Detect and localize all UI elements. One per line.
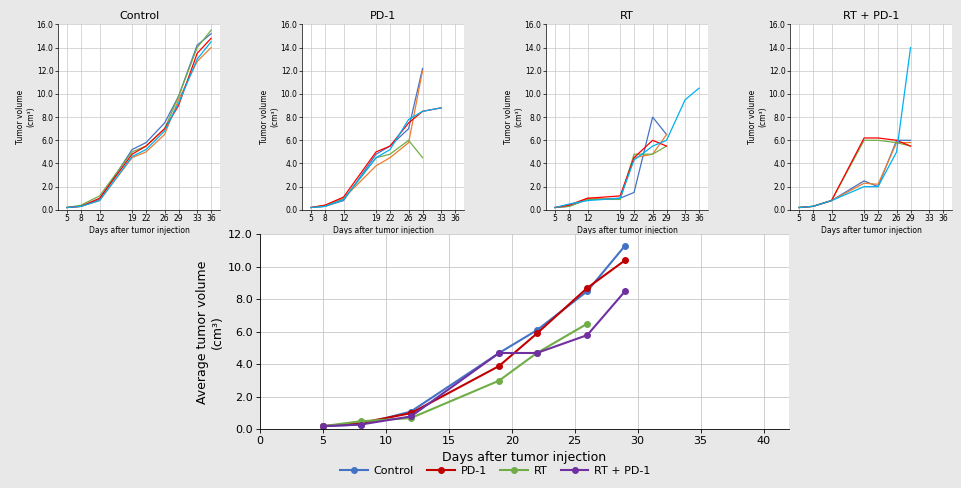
X-axis label: Days after tumor injection: Days after tumor injection bbox=[576, 226, 677, 235]
Control bbox=[619, 243, 630, 248]
X-axis label: Days after tumor injection: Days after tumor injection bbox=[88, 226, 189, 235]
Title: RT + PD-1: RT + PD-1 bbox=[842, 11, 899, 21]
Control bbox=[405, 408, 416, 414]
RT bbox=[580, 321, 592, 326]
Y-axis label: Average tumor volume
(cm³): Average tumor volume (cm³) bbox=[196, 260, 224, 404]
Control bbox=[530, 327, 542, 333]
Y-axis label: Tumor volume
(cm³): Tumor volume (cm³) bbox=[747, 90, 767, 144]
Line: PD-1: PD-1 bbox=[320, 258, 628, 429]
Line: RT: RT bbox=[320, 321, 589, 429]
Control bbox=[493, 350, 505, 356]
Title: RT: RT bbox=[620, 11, 633, 21]
RT bbox=[530, 350, 542, 356]
RT + PD-1 bbox=[405, 413, 416, 419]
Legend: Control, PD-1, RT, RT + PD-1: Control, PD-1, RT, RT + PD-1 bbox=[335, 461, 654, 480]
X-axis label: Days after tumor injection: Days after tumor injection bbox=[442, 450, 605, 464]
Line: Control: Control bbox=[320, 243, 628, 429]
RT + PD-1 bbox=[355, 422, 366, 427]
RT bbox=[493, 378, 505, 384]
RT + PD-1 bbox=[580, 332, 592, 338]
PD-1 bbox=[619, 257, 630, 263]
RT + PD-1 bbox=[619, 288, 630, 294]
PD-1 bbox=[316, 423, 328, 429]
Y-axis label: Tumor volume
(cm³): Tumor volume (cm³) bbox=[259, 90, 279, 144]
PD-1 bbox=[405, 410, 416, 416]
PD-1 bbox=[493, 363, 505, 369]
Y-axis label: Tumor volume
(cm³): Tumor volume (cm³) bbox=[16, 90, 36, 144]
Title: Control: Control bbox=[119, 11, 159, 21]
RT + PD-1 bbox=[493, 350, 505, 356]
Title: PD-1: PD-1 bbox=[370, 11, 396, 21]
Control bbox=[316, 423, 328, 429]
Control bbox=[580, 288, 592, 294]
Control bbox=[355, 422, 366, 427]
Y-axis label: Tumor volume
(cm³): Tumor volume (cm³) bbox=[504, 90, 523, 144]
RT + PD-1 bbox=[530, 350, 542, 356]
RT bbox=[405, 415, 416, 421]
RT bbox=[316, 423, 328, 429]
PD-1 bbox=[355, 420, 366, 426]
RT bbox=[355, 418, 366, 424]
PD-1 bbox=[530, 330, 542, 336]
X-axis label: Days after tumor injection: Days after tumor injection bbox=[820, 226, 921, 235]
X-axis label: Days after tumor injection: Days after tumor injection bbox=[333, 226, 433, 235]
Line: RT + PD-1: RT + PD-1 bbox=[320, 288, 628, 429]
RT + PD-1 bbox=[316, 423, 328, 429]
PD-1 bbox=[580, 285, 592, 291]
